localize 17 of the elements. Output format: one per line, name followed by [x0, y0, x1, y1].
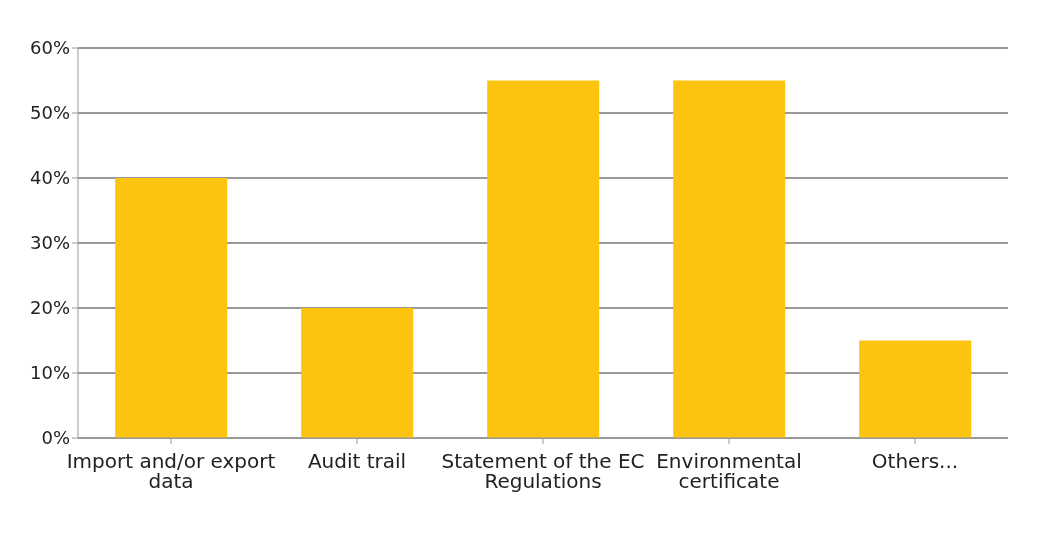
x-tick-label: Import and/or export data: [66, 449, 276, 494]
y-tick-label: 60%: [29, 37, 70, 59]
x-tick-label: Environmental certificate: [656, 449, 802, 494]
bar: [673, 80, 786, 438]
y-tick-label: 10%: [29, 362, 70, 384]
y-tick-label: 0%: [41, 427, 70, 449]
y-tick-label: 40%: [29, 167, 70, 189]
y-tick-label: 30%: [29, 232, 70, 254]
x-tick-label: Statement of the EC Regulations: [441, 449, 645, 494]
y-tick-label: 50%: [29, 102, 70, 124]
bar: [487, 80, 600, 438]
x-tick-label: Audit trail: [307, 449, 407, 474]
x-tick-label: Others...: [871, 449, 959, 474]
y-tick-label: 20%: [29, 297, 70, 319]
bar: [301, 308, 414, 438]
bar: [115, 178, 228, 438]
bar: [859, 340, 972, 438]
